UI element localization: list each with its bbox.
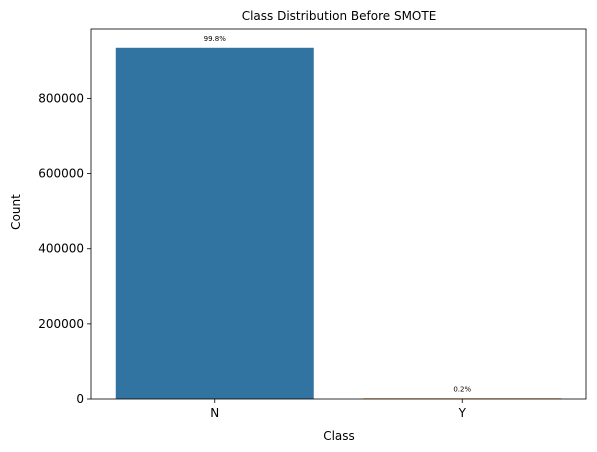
data-label-n: 99.8% bbox=[204, 35, 227, 43]
x-axis-label: Class bbox=[323, 429, 355, 443]
y-tick-label: 600000 bbox=[38, 167, 84, 181]
y-tick-label: 200000 bbox=[38, 317, 84, 331]
y-tick-label: 800000 bbox=[38, 91, 84, 105]
plot-area: 99.8% N 0.2% Y 0 200000 400000 600000 800000 bbox=[38, 28, 587, 420]
y-tick-label: 0 bbox=[76, 392, 84, 406]
chart-title: Class Distribution Before SMOTE bbox=[242, 9, 437, 23]
bar-n bbox=[115, 47, 314, 399]
x-tick-label-y: Y bbox=[458, 406, 467, 420]
plot-frame bbox=[90, 28, 587, 400]
data-label-y: 0.2% bbox=[453, 385, 471, 393]
x-tick-label-n: N bbox=[210, 406, 219, 420]
y-tick-label: 400000 bbox=[38, 242, 84, 256]
y-axis-label: Count bbox=[9, 194, 23, 230]
